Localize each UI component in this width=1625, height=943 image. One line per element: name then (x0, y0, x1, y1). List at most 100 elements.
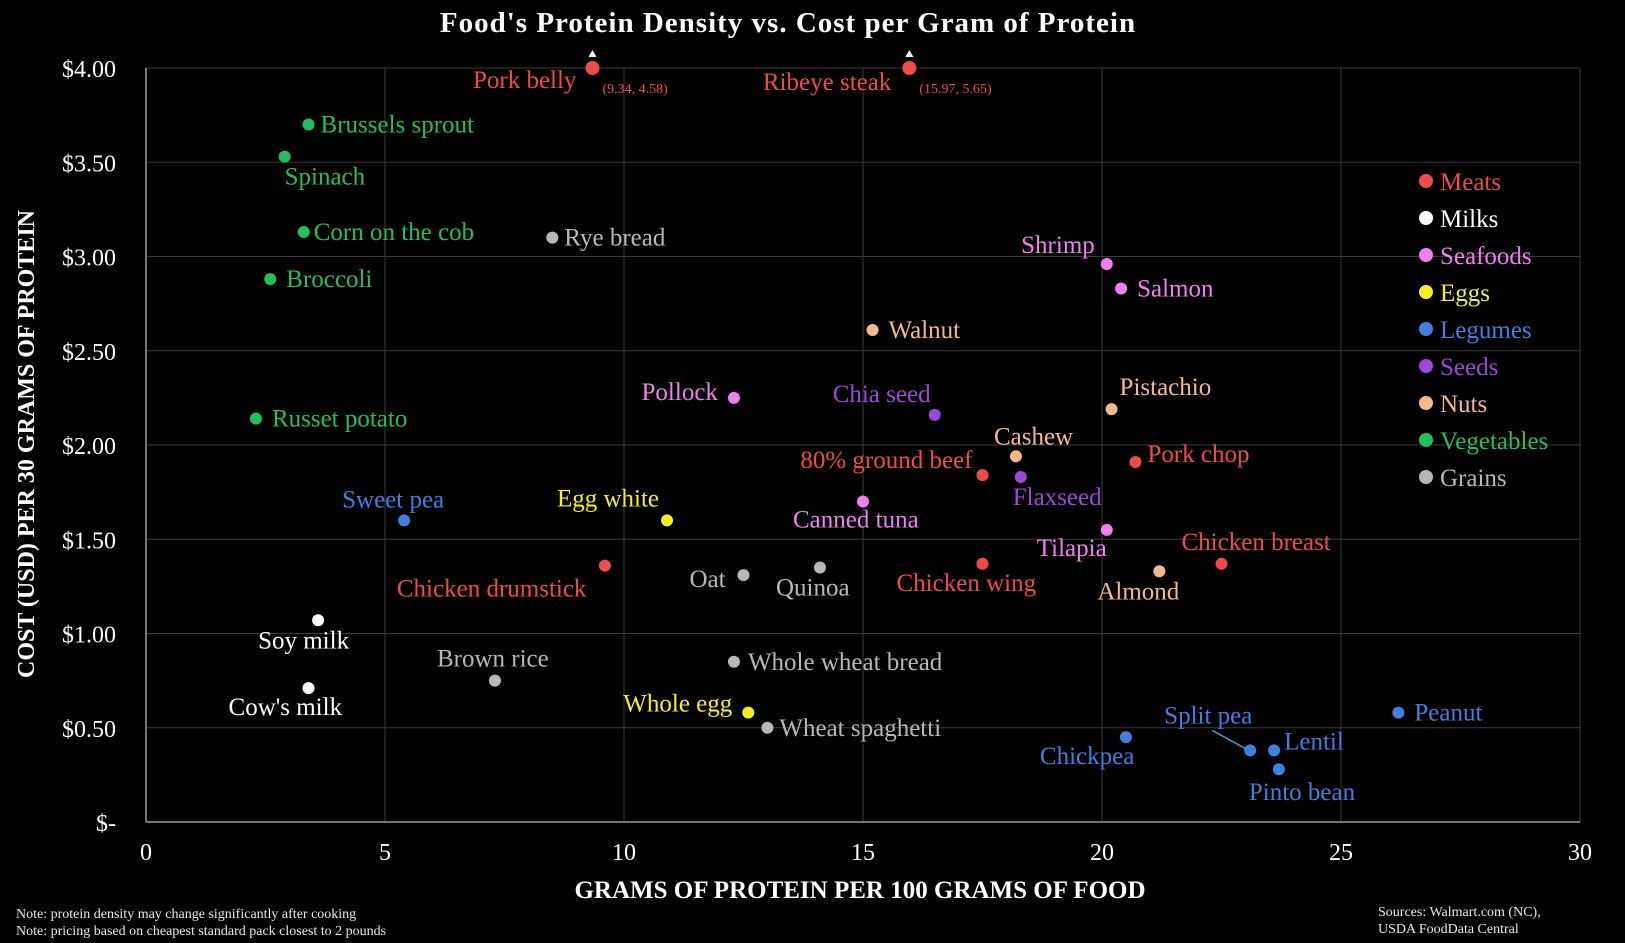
legend: Meats Milks Seafoods Eggs Legumes Seeds Nuts Ve… (1419, 169, 1548, 492)
point-marker (1215, 557, 1228, 570)
point-marker (1100, 258, 1113, 271)
point-marker (598, 559, 611, 572)
point-marker (1009, 450, 1022, 463)
data-point: Salmon (1115, 276, 1214, 303)
data-point: Shrimp (1021, 232, 1113, 271)
legend-marker (1419, 433, 1433, 447)
y-tick-label: $2.00 (62, 434, 116, 460)
legend-label: Eggs (1440, 280, 1490, 307)
data-point: Flaxseed (1013, 471, 1102, 511)
point-label: Almond (1097, 578, 1179, 605)
point-label: Peanut (1414, 700, 1482, 727)
x-tick-label: 25 (1329, 840, 1353, 866)
data-point: Split pea (1164, 702, 1257, 757)
legend-marker (1419, 322, 1433, 336)
legend-item: Vegetables (1419, 428, 1548, 455)
point-label: Tilapia (1037, 535, 1107, 562)
point-marker (1014, 471, 1027, 484)
legend-label: Seafoods (1440, 243, 1532, 270)
point-marker (1392, 706, 1405, 719)
point-label: Whole egg (623, 691, 732, 718)
point-label: Cashew (994, 423, 1073, 450)
notes: Note: protein density may change signifi… (16, 906, 386, 940)
point-marker (727, 655, 740, 668)
point-marker (488, 674, 501, 687)
point-marker (1119, 731, 1132, 744)
data-point: Spinach (278, 150, 366, 191)
point-marker (297, 225, 310, 238)
x-tick-label: 30 (1568, 840, 1592, 866)
data-point: Chicken drumstick (397, 559, 611, 603)
source-usda: USDA FoodData Central (1378, 922, 1519, 937)
sources: Sources: Walmart.com (NC), USDA FoodData… (1378, 904, 1541, 938)
data-point: Whole wheat bread (727, 649, 943, 676)
point-label: Chickpea (1040, 743, 1134, 770)
data-point: Whole egg (623, 691, 755, 719)
data-point: Chia seed (833, 381, 941, 421)
tick-labels: 0 5 10 15 20 25 30 $- $0.50 $1.00 $1.50 $2.00 $2.50 $… (62, 57, 1592, 866)
data-point: Chicken breast (1182, 529, 1331, 570)
legend-label: Vegetables (1440, 428, 1548, 455)
data-point: Quinoa (776, 561, 850, 602)
point-marker (302, 118, 315, 131)
legend-item: Seafoods (1419, 243, 1532, 270)
actual-value-label: (9.34, 4.58) (602, 82, 668, 97)
legend-item: Grains (1419, 465, 1507, 492)
legend-item: Eggs (1419, 280, 1490, 307)
legend-label: Grains (1440, 465, 1507, 492)
data-point: Brussels sprout (302, 112, 474, 139)
data-point: Pinto bean (1249, 763, 1356, 806)
data-point: Almond (1097, 565, 1180, 605)
point-marker (813, 561, 826, 574)
point-label: Pistachio (1120, 374, 1212, 401)
point-label: Chicken wing (897, 570, 1037, 597)
point-label: Canned tuna (793, 507, 919, 534)
data-point: Canned tuna (793, 495, 919, 534)
data-point: Sweet pea (342, 486, 444, 527)
y-tick-label: $- (96, 811, 116, 837)
data-point: Lentil (1268, 728, 1344, 757)
chart-title: Food's Protein Density vs. Cost per Gram… (440, 7, 1136, 39)
point-marker (1100, 523, 1113, 536)
point-label: Sweet pea (342, 486, 444, 513)
data-point: Soy milk (258, 614, 350, 654)
point-marker (1244, 744, 1257, 757)
point-marker (398, 514, 411, 527)
point-marker (866, 324, 879, 337)
point-label: Soy milk (258, 627, 349, 654)
point-marker (546, 231, 559, 244)
point-marker (264, 273, 277, 286)
point-marker (1153, 565, 1166, 578)
point-marker (1129, 455, 1142, 468)
legend-marker (1419, 470, 1433, 484)
point-marker (661, 514, 674, 527)
point-label: Walnut (889, 317, 961, 344)
point-label: Pork chop (1147, 441, 1249, 468)
data-point: Corn on the cob (297, 219, 474, 246)
note-cooking: Note: protein density may change signifi… (16, 907, 357, 922)
point-label: Whole wheat bread (748, 649, 943, 676)
legend-label: Seeds (1440, 354, 1498, 381)
y-tick-label: $3.00 (62, 246, 116, 272)
point-label: Spinach (285, 164, 366, 191)
point-marker (585, 61, 600, 75)
point-label: Egg white (557, 485, 659, 512)
axes (145, 68, 1580, 823)
legend-item: Legumes (1419, 317, 1532, 344)
y-tick-label: $2.50 (62, 340, 116, 366)
data-point: (9.34, 4.58) Pork belly (473, 50, 668, 97)
point-label: Split pea (1164, 702, 1252, 729)
legend-marker (1419, 285, 1433, 299)
data-point: Tilapia (1037, 523, 1113, 562)
point-label: Corn on the cob (314, 219, 474, 246)
point-marker (312, 614, 325, 627)
data-point: Oat (690, 566, 750, 593)
point-label: Quinoa (776, 575, 850, 602)
data-point: Peanut (1392, 700, 1482, 727)
legend-marker (1419, 359, 1433, 373)
point-marker (302, 682, 315, 695)
point-marker (1272, 763, 1285, 776)
point-label: Shrimp (1021, 232, 1095, 259)
legend-item: Nuts (1419, 391, 1487, 418)
